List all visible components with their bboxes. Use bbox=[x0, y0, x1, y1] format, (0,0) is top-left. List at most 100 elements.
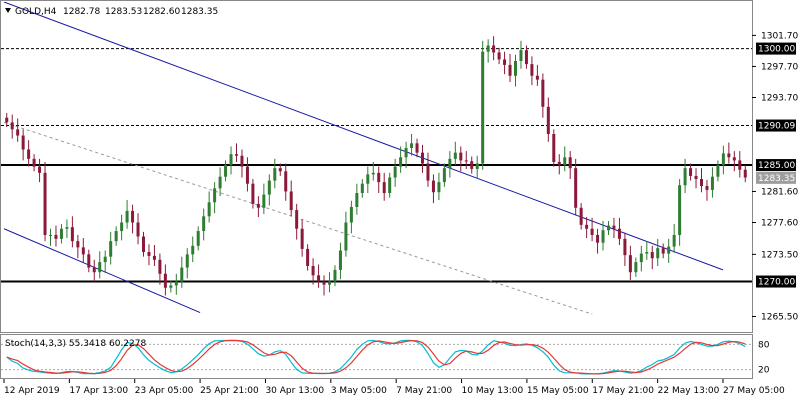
candle-body bbox=[645, 252, 649, 254]
level-price-tag bbox=[756, 42, 796, 55]
candle-body bbox=[98, 262, 102, 273]
candle-body bbox=[574, 168, 578, 208]
candle-body bbox=[344, 222, 348, 251]
x-tick-label: 25 Apr 21:00 bbox=[200, 386, 259, 396]
candle-body bbox=[475, 163, 479, 169]
candle-body bbox=[163, 273, 167, 288]
candle-body bbox=[180, 267, 184, 282]
y-tick-label: 1293.70 bbox=[761, 94, 798, 104]
level-price-tag bbox=[756, 119, 796, 132]
candle-body bbox=[486, 45, 490, 52]
candle-body bbox=[639, 253, 643, 263]
candle-body bbox=[628, 255, 632, 273]
candle-body bbox=[448, 158, 452, 169]
x-tick-label: 17 May 21:00 bbox=[592, 386, 654, 396]
candle-body bbox=[355, 193, 359, 207]
ohlc-high: 1283.53 bbox=[105, 7, 142, 17]
oscillator-layer: 80 20 bbox=[1, 339, 770, 376]
candle-body bbox=[732, 157, 736, 161]
candle-body bbox=[524, 50, 528, 65]
y-tick-label: 1281.60 bbox=[761, 187, 798, 197]
candle-body bbox=[519, 50, 523, 62]
trendline[interactable] bbox=[3, 121, 593, 315]
candle-body bbox=[76, 241, 80, 248]
candle-body bbox=[601, 230, 605, 243]
candle-body bbox=[317, 275, 321, 282]
candle-body bbox=[202, 216, 206, 232]
triangle-down-icon[interactable] bbox=[5, 8, 11, 13]
candle-body bbox=[431, 180, 435, 193]
candle-body bbox=[415, 143, 419, 153]
level-price-label: 1300.00 bbox=[758, 45, 795, 55]
x-tick-label: 23 Apr 05:00 bbox=[135, 386, 194, 396]
candle-body bbox=[678, 185, 682, 235]
candle-body bbox=[699, 179, 704, 187]
candle-body bbox=[70, 227, 74, 242]
trendline[interactable] bbox=[3, 228, 201, 314]
level-price-label: 1270.00 bbox=[758, 278, 795, 288]
current-price-label: 1283.35 bbox=[758, 174, 795, 184]
candle-body bbox=[377, 172, 381, 183]
oscillator-label: Stoch(14,3,3) 55.3418 60.2278 bbox=[5, 339, 146, 349]
candle-body bbox=[65, 227, 69, 229]
candle-body bbox=[240, 155, 244, 167]
candle-body bbox=[366, 174, 370, 184]
candle-body bbox=[229, 154, 233, 166]
candle-body bbox=[174, 281, 178, 286]
candle-body bbox=[267, 180, 271, 195]
y-tick-label: 1265.50 bbox=[761, 312, 798, 322]
symbol-label: GOLD,H4 bbox=[15, 7, 57, 17]
candle-body bbox=[349, 206, 353, 223]
candle-body bbox=[552, 134, 556, 162]
candle-body bbox=[21, 135, 25, 150]
candle-body bbox=[388, 177, 392, 194]
x-tick-label: 12 Apr 2019 bbox=[4, 386, 60, 396]
candle-body bbox=[333, 269, 337, 282]
candle-body bbox=[404, 147, 408, 158]
candle-body bbox=[114, 231, 118, 242]
candle-body bbox=[721, 153, 725, 166]
candle-body bbox=[48, 234, 53, 236]
candle-body bbox=[360, 183, 364, 194]
candle-body bbox=[120, 222, 124, 232]
y-tick-label: 1297.70 bbox=[761, 62, 798, 72]
candle-body bbox=[278, 168, 282, 172]
candle-body bbox=[530, 64, 534, 76]
candle-body bbox=[503, 59, 507, 65]
candle-body bbox=[596, 234, 600, 243]
candle-body bbox=[634, 262, 638, 273]
candle-body bbox=[492, 45, 496, 53]
candle-body bbox=[650, 252, 654, 259]
candle-body bbox=[169, 285, 173, 288]
candle-body bbox=[92, 267, 96, 273]
axis-layer: 12 Apr 2019 17 Apr 13:00 23 Apr 05:00 25 Ap… bbox=[3, 31, 798, 396]
candle-body bbox=[10, 122, 14, 130]
candle-body bbox=[535, 75, 539, 80]
candle-body bbox=[672, 234, 676, 247]
candle-body bbox=[617, 228, 621, 239]
candle-body bbox=[27, 149, 31, 159]
candle-body bbox=[103, 256, 107, 263]
candle-body bbox=[81, 247, 85, 255]
candle-body bbox=[453, 152, 457, 159]
candle-body bbox=[311, 266, 315, 276]
candle-body bbox=[470, 161, 474, 169]
candle-body bbox=[541, 79, 545, 107]
candle-body bbox=[667, 246, 671, 254]
candle-body bbox=[557, 161, 561, 166]
candle-body bbox=[689, 168, 693, 176]
candle-body bbox=[338, 250, 342, 270]
candle-body bbox=[410, 143, 414, 148]
candle-body bbox=[289, 191, 293, 211]
candle-body bbox=[420, 152, 425, 164]
candle-body bbox=[224, 165, 228, 177]
candle-body bbox=[141, 236, 146, 253]
level-price-label: 1290.09 bbox=[758, 122, 795, 132]
candle-body bbox=[327, 281, 332, 285]
trendline[interactable] bbox=[3, 2, 724, 271]
x-tick-label: 7 May 21:00 bbox=[396, 386, 452, 396]
candle-body bbox=[87, 254, 91, 268]
candle-body bbox=[743, 169, 747, 178]
x-tick-label: 15 May 05:00 bbox=[527, 386, 589, 396]
